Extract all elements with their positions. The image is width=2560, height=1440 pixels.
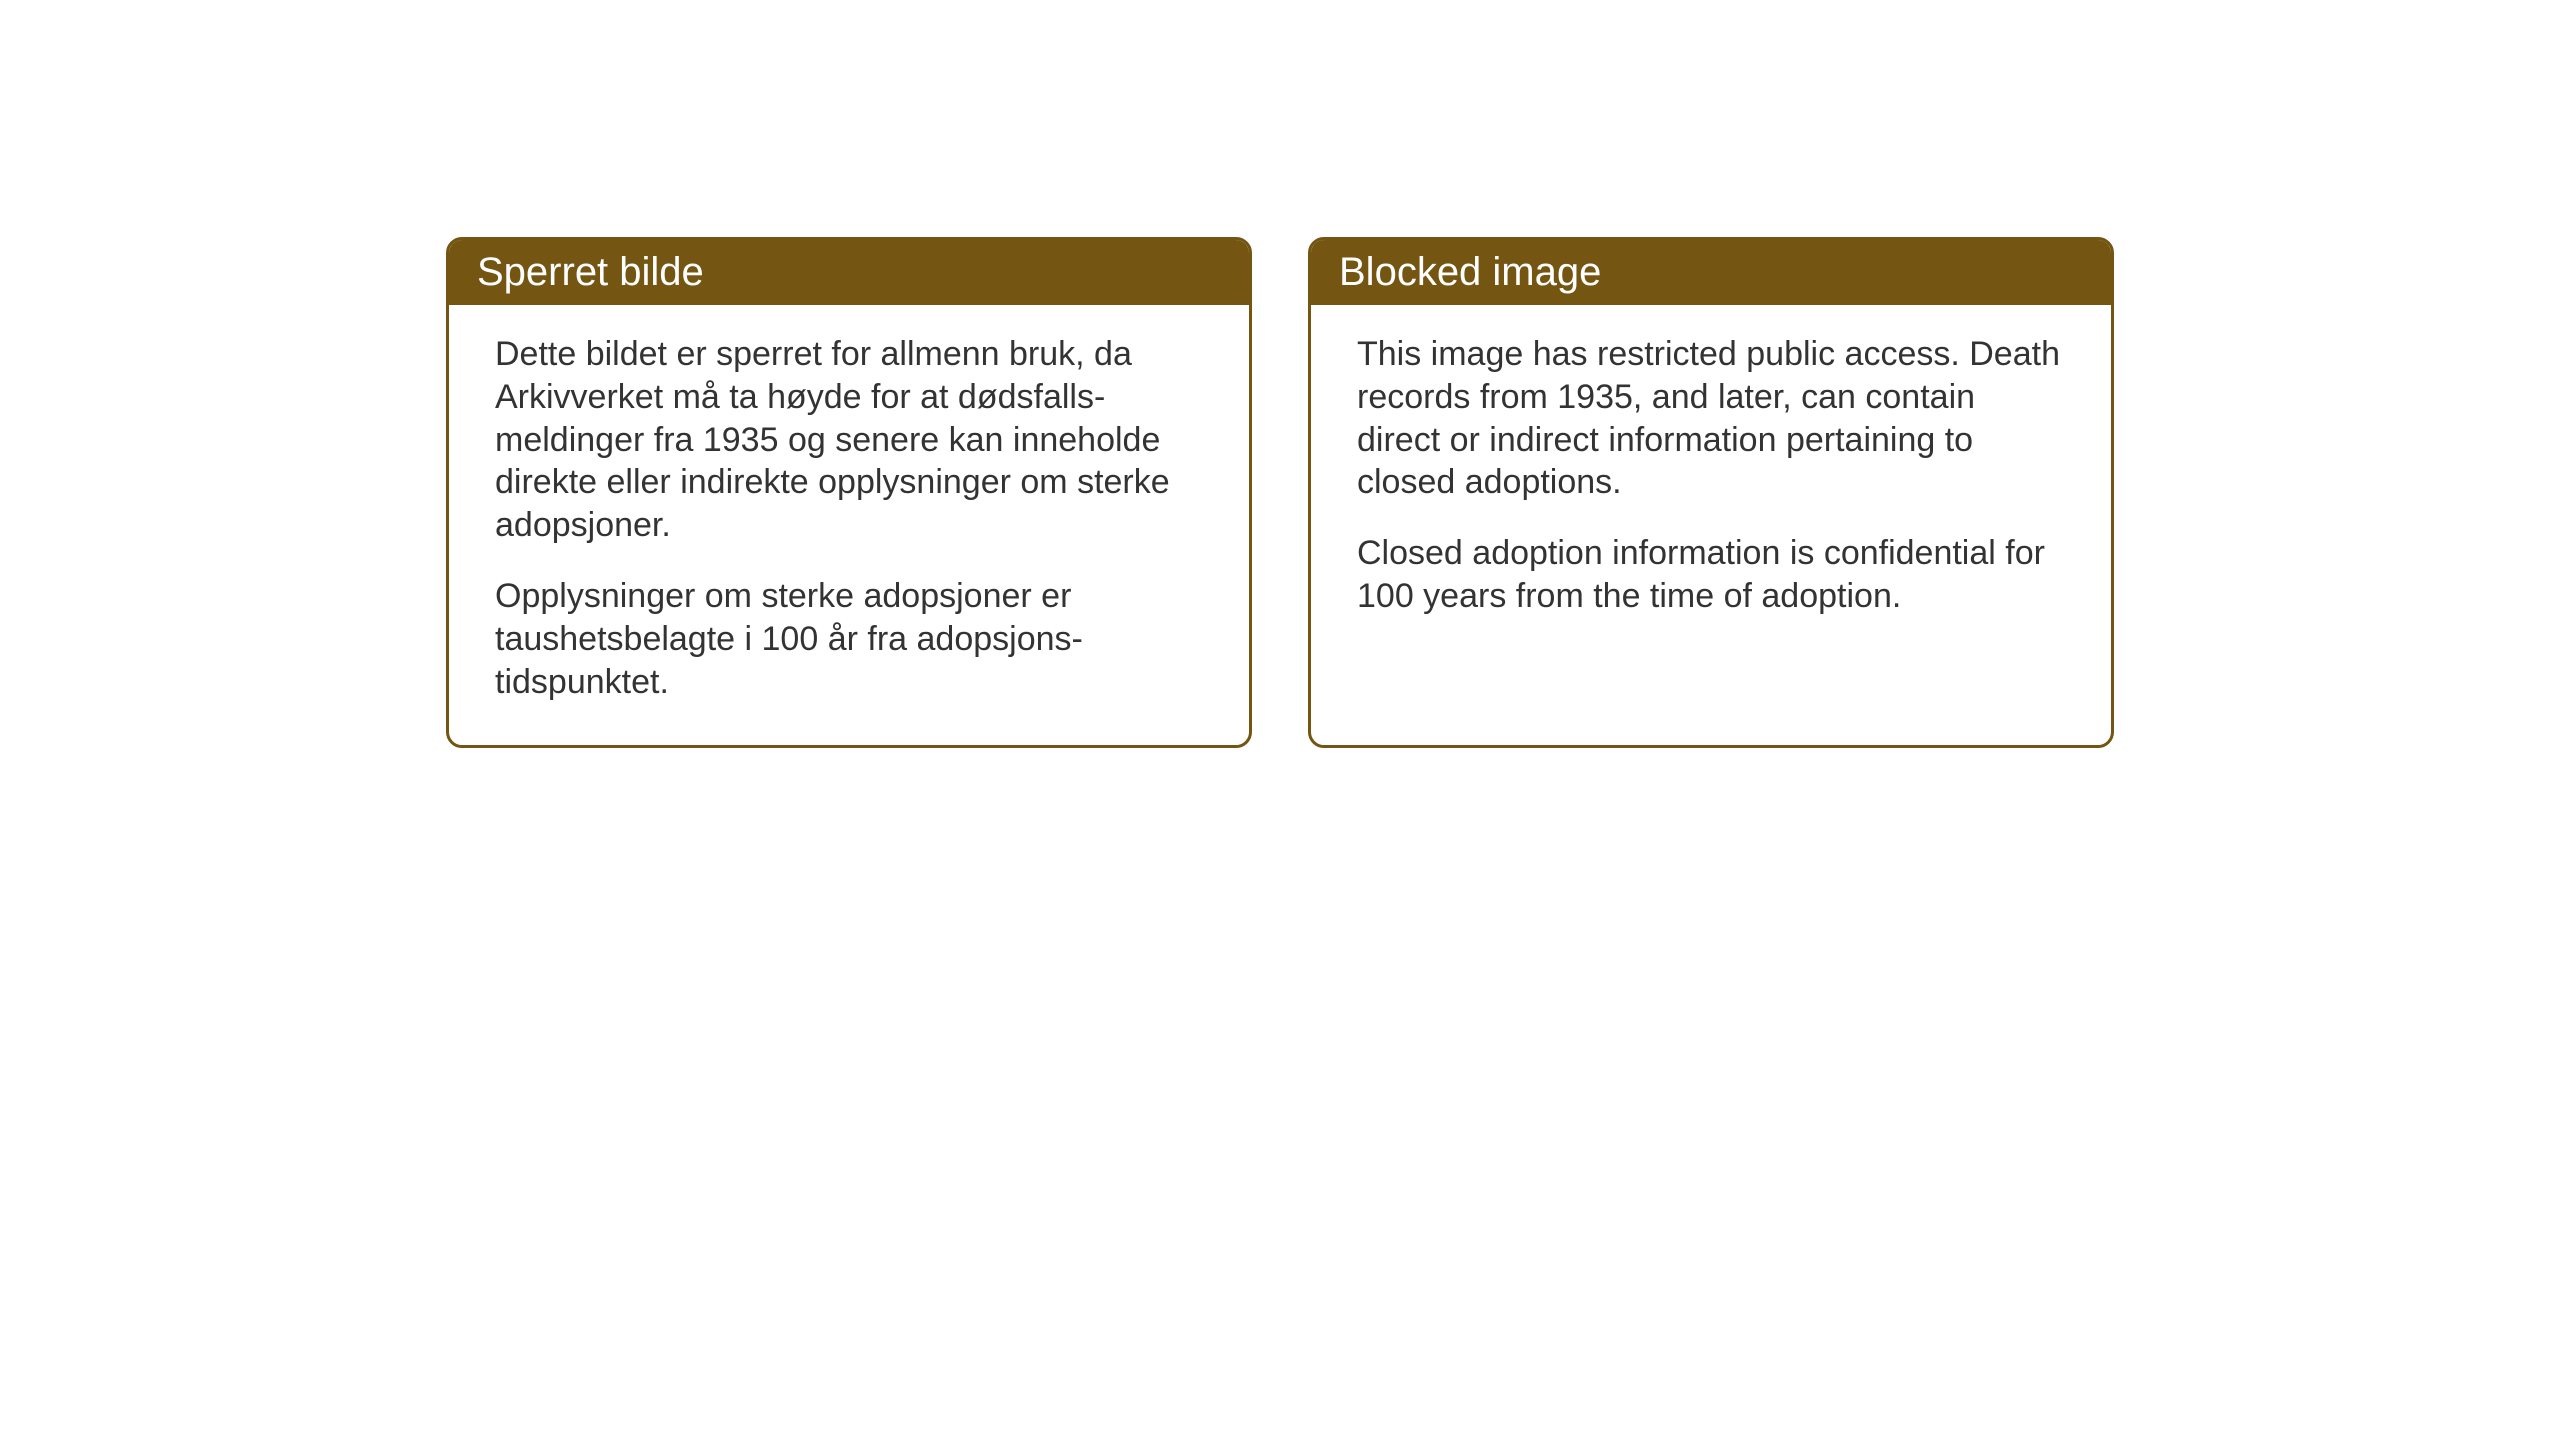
card-body-norwegian: Dette bildet er sperret for allmenn bruk… <box>449 305 1249 740</box>
cards-container: Sperret bilde Dette bildet er sperret fo… <box>446 237 2114 748</box>
card-paragraph-1-english: This image has restricted public access.… <box>1357 333 2065 504</box>
card-body-english: This image has restricted public access.… <box>1311 305 2111 654</box>
card-paragraph-2-english: Closed adoption information is confident… <box>1357 532 2065 618</box>
card-paragraph-2-norwegian: Opplysninger om sterke adopsjoner er tau… <box>495 575 1203 703</box>
card-paragraph-1-norwegian: Dette bildet er sperret for allmenn bruk… <box>495 333 1203 547</box>
card-title-norwegian: Sperret bilde <box>477 250 704 294</box>
card-english: Blocked image This image has restricted … <box>1308 237 2114 748</box>
card-header-english: Blocked image <box>1311 240 2111 305</box>
card-header-norwegian: Sperret bilde <box>449 240 1249 305</box>
card-title-english: Blocked image <box>1339 250 1601 294</box>
card-norwegian: Sperret bilde Dette bildet er sperret fo… <box>446 237 1252 748</box>
